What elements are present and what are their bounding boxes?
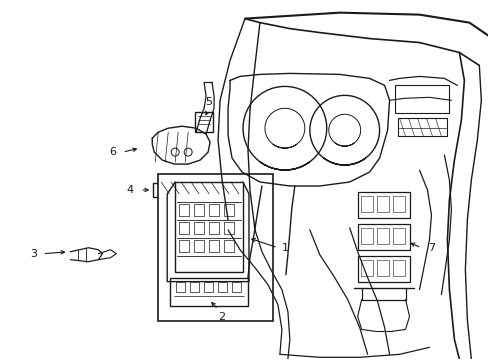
Bar — [224, 204, 234, 216]
Bar — [360, 228, 372, 244]
Bar — [218, 282, 226, 292]
Text: 1: 1 — [281, 243, 288, 253]
Bar — [179, 204, 189, 216]
Bar — [175, 182, 243, 272]
Bar — [209, 240, 219, 252]
Bar — [194, 240, 203, 252]
Bar — [360, 260, 372, 276]
Text: 6: 6 — [109, 147, 116, 157]
Bar — [203, 282, 213, 292]
Bar — [194, 222, 203, 234]
Bar — [232, 282, 241, 292]
Bar — [360, 196, 372, 212]
Bar — [376, 260, 388, 276]
Bar — [357, 256, 408, 282]
Bar — [158, 174, 272, 321]
Bar — [179, 222, 189, 234]
Bar — [170, 278, 247, 306]
Text: 7: 7 — [427, 243, 434, 253]
Bar — [194, 204, 203, 216]
Bar — [392, 228, 404, 244]
Bar — [397, 118, 447, 136]
Bar — [179, 240, 189, 252]
Bar — [224, 222, 234, 234]
Bar — [392, 260, 404, 276]
Bar — [357, 192, 408, 218]
Bar — [394, 85, 448, 113]
Text: 3: 3 — [30, 249, 37, 259]
Text: 2: 2 — [218, 312, 225, 323]
Bar — [392, 196, 404, 212]
Bar — [209, 204, 219, 216]
Text: 5: 5 — [205, 97, 212, 107]
Bar — [190, 282, 199, 292]
Bar — [209, 222, 219, 234]
Bar — [357, 224, 408, 250]
Bar — [376, 196, 388, 212]
Bar — [176, 282, 185, 292]
Bar — [153, 183, 169, 197]
Bar — [195, 112, 213, 132]
Bar — [376, 228, 388, 244]
Bar — [224, 240, 234, 252]
Text: 4: 4 — [126, 185, 134, 195]
